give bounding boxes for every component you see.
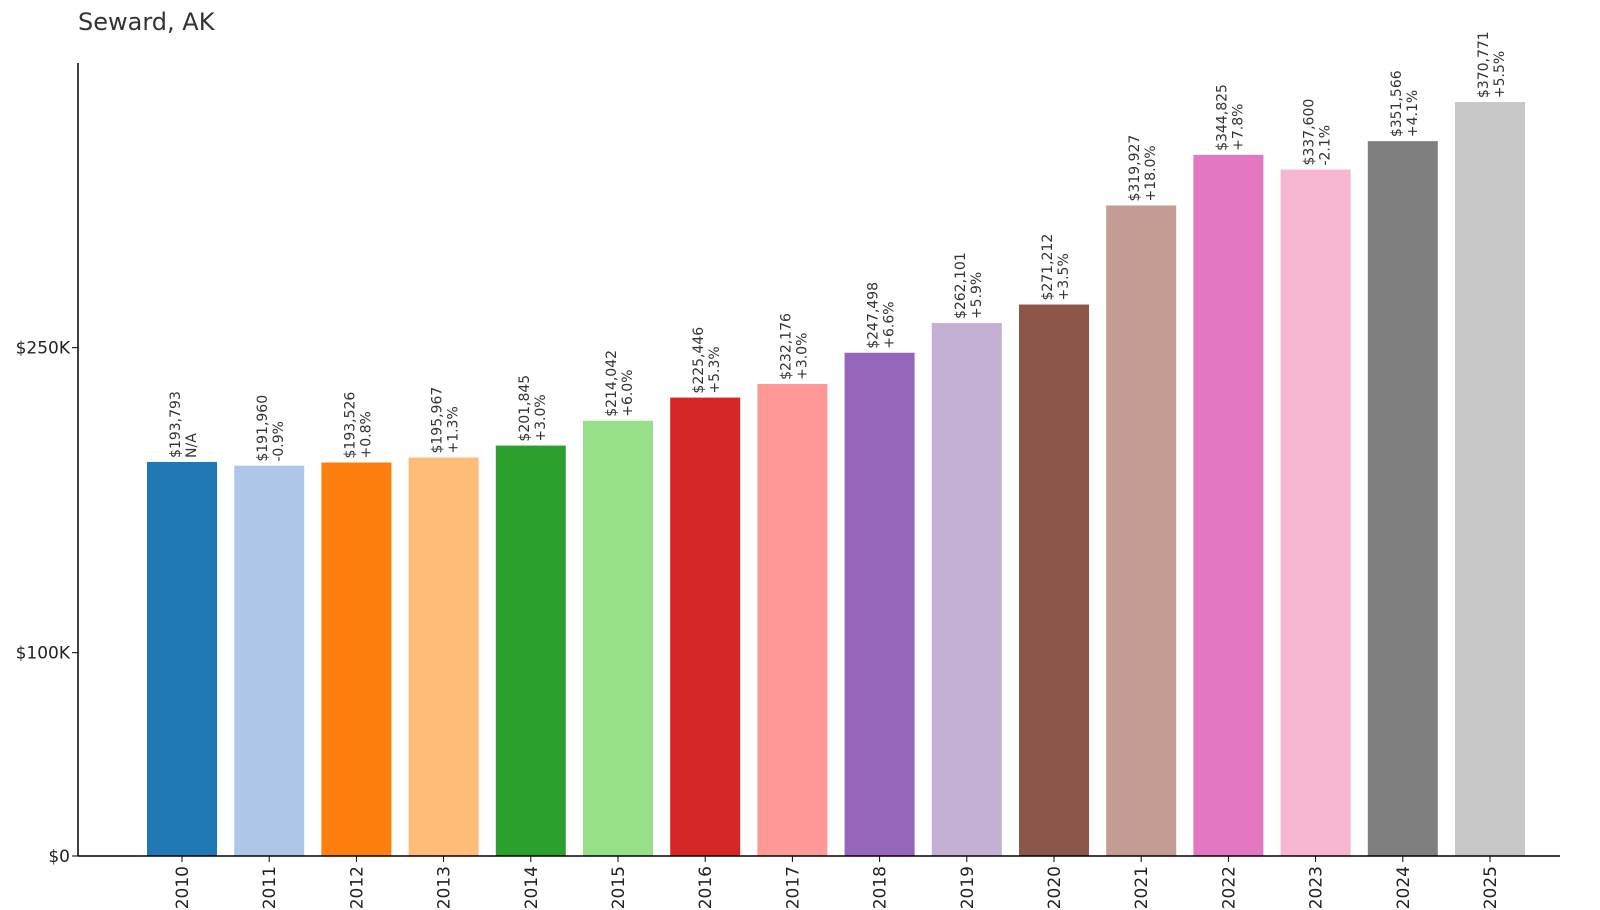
bar-value-label: $193,793: [168, 391, 184, 458]
bar-value-label: $262,101: [953, 252, 969, 319]
y-tick-label: $250K: [16, 339, 71, 359]
x-axis-ticks: 2010 2011 2012 2013 2014 2015 2016 2017 2018 2019…: [173, 856, 1501, 909]
bar-2015: [583, 420, 653, 856]
bar-2020: [1019, 304, 1089, 856]
y-axis-ticks: $0 $100K $250K: [16, 339, 78, 867]
x-tick-label: 2022: [1219, 866, 1239, 909]
bar-2013: [408, 457, 479, 856]
x-tick-label: 2015: [609, 866, 629, 909]
x-tick-label: 2018: [871, 866, 891, 909]
x-tick-label: 2012: [347, 866, 367, 909]
bar-value-label: $214,042: [604, 350, 620, 417]
bar-value-label: $225,446: [691, 327, 707, 394]
bar-label-group: $201,845 +3.0%: [517, 375, 549, 442]
bar-label-group: $337,600 -2.1%: [1302, 99, 1334, 166]
bar-change-label: +18.0%: [1143, 145, 1159, 201]
bar-value-label: $370,771: [1476, 31, 1492, 98]
bar-change-label: +1.3%: [446, 406, 462, 453]
bar-label-group: $193,793 N/A: [168, 391, 200, 458]
bar-label-group: $247,498 +6.6%: [866, 282, 898, 349]
x-tick-label: 2017: [783, 866, 803, 909]
bar-value-label: $201,845: [517, 375, 533, 442]
bar-label-group: $193,526 +0.8%: [342, 392, 374, 459]
bar-2018: [844, 352, 915, 856]
bar-2010: [147, 461, 217, 856]
x-tick-label: 2019: [958, 866, 978, 909]
bar-2011: [234, 465, 305, 856]
x-tick-label: 2025: [1481, 866, 1501, 909]
bar-change-label: +3.0%: [533, 394, 549, 441]
bar-2021: [1106, 205, 1177, 857]
bar-value-label: $193,526: [342, 392, 358, 459]
bar-value-label: $247,498: [866, 282, 882, 349]
bar-value-label: $195,967: [430, 387, 446, 454]
x-tick-label: 2014: [522, 866, 542, 909]
bar-value-label: $191,960: [255, 395, 271, 462]
chart-title: Seward, AK: [78, 8, 216, 36]
bar-2014: [495, 445, 566, 856]
x-tick-label: 2020: [1045, 866, 1065, 909]
bar-change-label: +7.8%: [1230, 104, 1246, 151]
bar-change-label: N/A: [184, 433, 200, 458]
bar-labels: $193,793 N/A $191,960 -0.9% $193,526 +0.8% $19…: [168, 31, 1508, 461]
bars: [147, 102, 1525, 857]
bar-change-label: -2.1%: [1318, 125, 1334, 166]
x-tick-label: 2011: [260, 866, 280, 909]
x-tick-label: 2024: [1394, 866, 1414, 909]
bar-2017: [757, 383, 828, 856]
bar-2012: [321, 462, 392, 856]
bar-change-label: +3.0%: [794, 333, 810, 380]
bar-label-group: $232,176 +3.0%: [778, 313, 810, 380]
bar-label-group: $195,967 +1.3%: [430, 387, 462, 454]
bar-value-label: $319,927: [1127, 135, 1143, 202]
x-tick-label: 2013: [435, 866, 455, 909]
bar-change-label: +5.3%: [707, 346, 723, 393]
bar-2023: [1280, 169, 1351, 857]
x-tick-label: 2010: [173, 866, 193, 909]
bar-value-label: $351,566: [1389, 70, 1405, 137]
bar-2019: [931, 323, 1002, 857]
bar-label-group: $191,960 -0.9%: [255, 395, 287, 462]
bar-value-label: $337,600: [1302, 99, 1318, 166]
bar-change-label: +6.0%: [620, 369, 636, 416]
bar-change-label: +3.5%: [1056, 253, 1072, 300]
bar-change-label: +5.5%: [1492, 51, 1508, 98]
bar-change-label: +0.8%: [358, 411, 374, 458]
y-tick-label: $0: [48, 847, 70, 867]
y-tick-label: $100K: [16, 644, 71, 664]
bar-value-label: $232,176: [778, 313, 794, 380]
bar-change-label: +5.9%: [969, 272, 985, 319]
bar-label-group: $225,446 +5.3%: [691, 327, 723, 394]
bar-2022: [1193, 154, 1264, 856]
bar-2016: [670, 397, 741, 856]
x-tick-label: 2016: [696, 866, 716, 909]
bar-label-group: $262,101 +5.9%: [953, 252, 985, 319]
bar-label-group: $344,825 +7.8%: [1214, 84, 1246, 151]
bar-label-group: $271,212 +3.5%: [1040, 234, 1072, 301]
bar-change-label: -0.9%: [271, 421, 287, 462]
bar-value-label: $344,825: [1214, 84, 1230, 151]
bar-value-label: $271,212: [1040, 234, 1056, 301]
bar-label-group: $214,042 +6.0%: [604, 350, 636, 417]
x-tick-label: 2023: [1307, 866, 1327, 909]
bar-label-group: $319,927 +18.0%: [1127, 135, 1159, 202]
bar-2025: [1455, 102, 1525, 856]
bar-2024: [1367, 141, 1438, 856]
bar-change-label: +6.6%: [882, 301, 898, 348]
x-tick-label: 2021: [1132, 866, 1152, 909]
bar-label-group: $370,771 +5.5%: [1476, 31, 1508, 98]
bar-label-group: $351,566 +4.1%: [1389, 70, 1421, 137]
bar-change-label: +4.1%: [1405, 90, 1421, 137]
